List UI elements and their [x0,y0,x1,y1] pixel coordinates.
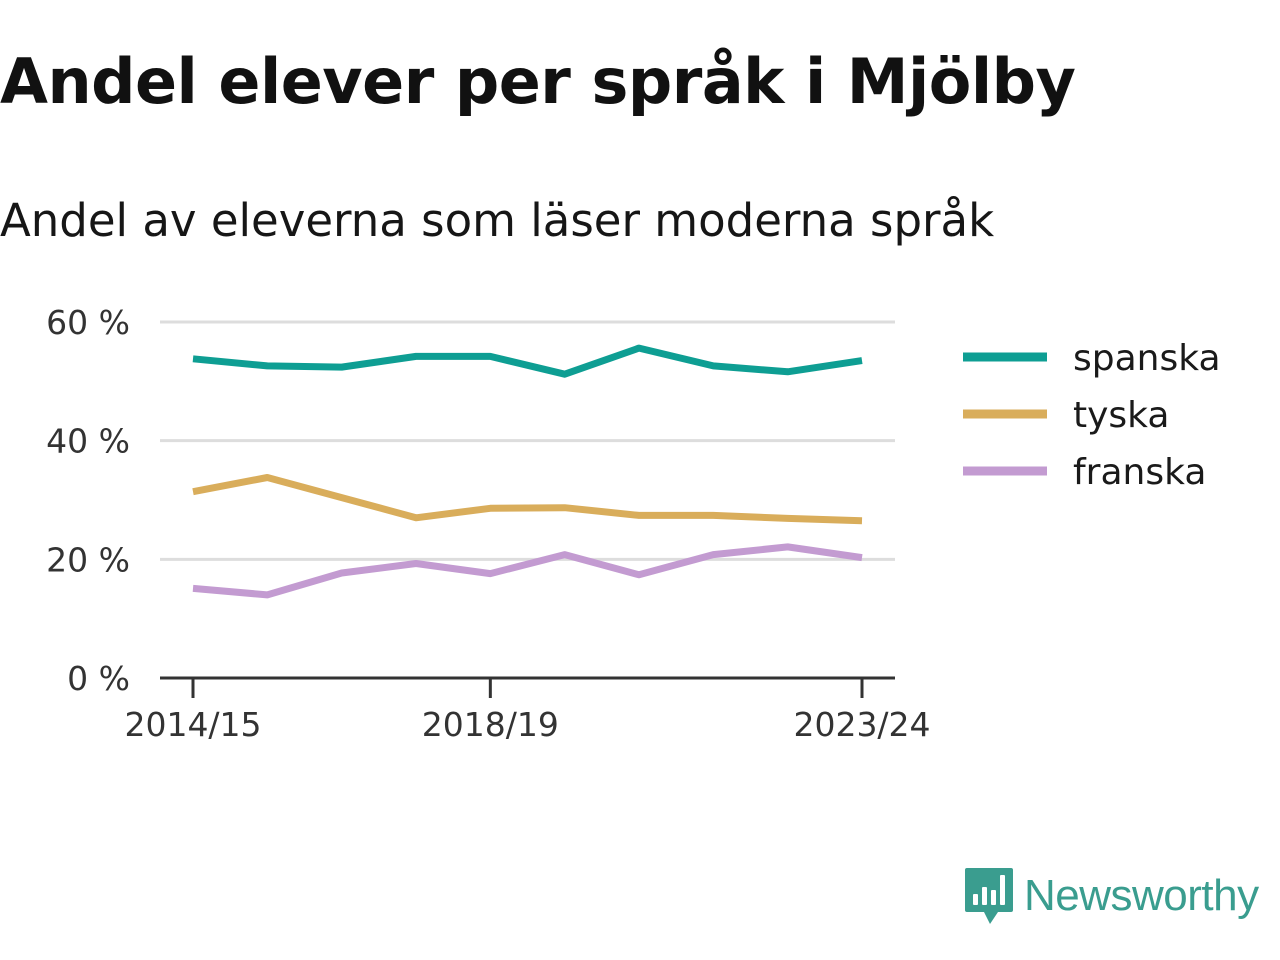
legend-label-spanska: spanska [1073,338,1221,379]
chart-title: Andel elever per språk i Mjölby [0,45,1076,118]
newsworthy-logo-icon [965,868,1013,924]
y-tick-label: 20 % [46,540,130,579]
x-axis-tick-labels: 2014/15 2018/19 2023/24 [124,705,930,744]
newsworthy-brand: Newsworthy [964,864,1276,928]
y-tick-label: 0 % [67,659,130,698]
series-lines [192,344,863,599]
legend-label-tyska: tyska [1073,395,1169,436]
series-line-spanska [192,344,863,378]
brand-name: Newsworthy [1024,871,1259,920]
y-tick-label: 40 % [46,422,130,461]
x-axis [160,676,895,698]
series-line-franska [192,543,863,599]
gridlines [160,320,895,561]
legend: spanska tyska franska [963,338,1221,493]
legend-label-franska: franska [1073,452,1206,493]
x-tick-label: 2014/15 [124,705,261,744]
series-line-tyska [192,474,863,525]
y-axis-tick-labels: 0 % 20 % 40 % 60 % [46,303,130,698]
y-tick-label: 60 % [46,303,130,342]
x-tick-label: 2018/19 [422,705,559,744]
x-tick-label: 2023/24 [793,705,930,744]
chart-subtitle: Andel av eleverna som läser moderna språ… [0,194,995,247]
